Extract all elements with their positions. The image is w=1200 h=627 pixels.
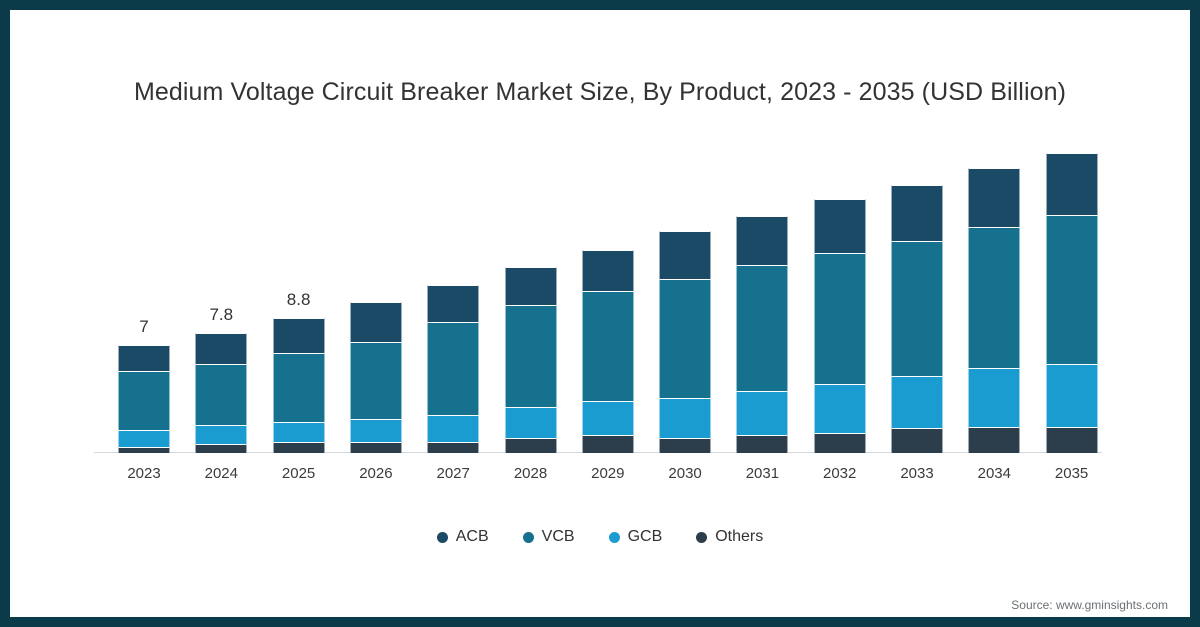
bar-segment-others[interactable] bbox=[1045, 426, 1098, 453]
x-axis-label-2033: 2033 bbox=[900, 465, 934, 482]
bar-segment-others[interactable] bbox=[349, 442, 402, 453]
bar-segment-gcb[interactable] bbox=[659, 397, 712, 438]
stacked-bar[interactable] bbox=[813, 199, 866, 453]
legend-swatch-icon bbox=[522, 531, 534, 543]
bar-segment-gcb[interactable] bbox=[736, 391, 789, 435]
x-axis-label-2029: 2029 bbox=[591, 465, 625, 482]
bar-segment-acb[interactable] bbox=[1045, 153, 1098, 215]
legend-swatch-icon bbox=[696, 531, 708, 543]
bar-segment-vcb[interactable] bbox=[427, 322, 480, 415]
stacked-bar[interactable] bbox=[195, 333, 248, 453]
stacked-bar[interactable] bbox=[1045, 153, 1098, 453]
legend-label: Others bbox=[715, 528, 764, 545]
stacked-bar[interactable] bbox=[427, 285, 480, 453]
bar-segment-others[interactable] bbox=[736, 434, 789, 453]
bar-segment-gcb[interactable] bbox=[813, 383, 866, 433]
bar-segment-others[interactable] bbox=[195, 443, 248, 453]
bar-segment-others[interactable] bbox=[659, 437, 712, 453]
bar-segment-acb[interactable] bbox=[659, 231, 712, 280]
bar-segment-others[interactable] bbox=[891, 428, 943, 453]
bar-segment-gcb[interactable] bbox=[1045, 363, 1098, 427]
bar-segment-gcb[interactable] bbox=[118, 429, 170, 447]
stacked-bar[interactable] bbox=[272, 317, 325, 453]
bar-segment-others[interactable] bbox=[504, 437, 557, 453]
bar-segment-acb[interactable] bbox=[891, 185, 943, 241]
bar-segment-vcb[interactable] bbox=[504, 305, 557, 407]
bar-segment-vcb[interactable] bbox=[349, 342, 402, 420]
x-axis-label-2028: 2028 bbox=[513, 465, 548, 482]
x-axis-label-2023: 2023 bbox=[127, 465, 161, 482]
bar-segment-gcb[interactable] bbox=[195, 425, 248, 444]
bar-segment-acb[interactable] bbox=[736, 216, 789, 266]
bar-segment-gcb[interactable] bbox=[891, 376, 943, 429]
bar-segment-acb[interactable] bbox=[272, 317, 325, 354]
bar-segment-vcb[interactable] bbox=[195, 363, 248, 426]
bar-segment-others[interactable] bbox=[272, 442, 325, 453]
stacked-bar[interactable] bbox=[581, 249, 634, 453]
legend-item-gcb[interactable]: GCB bbox=[608, 528, 663, 546]
stacked-bar[interactable] bbox=[968, 168, 1021, 453]
bar-segment-acb[interactable] bbox=[968, 168, 1021, 227]
stacked-bar[interactable] bbox=[891, 185, 943, 453]
plot-area: 7 7.8 8.8 bbox=[94, 130, 1110, 453]
x-axis-label-2035: 2035 bbox=[1054, 465, 1089, 482]
bar-segment-acb[interactable] bbox=[118, 345, 170, 372]
legend-label: VCB bbox=[541, 528, 575, 545]
stacked-bar[interactable] bbox=[118, 345, 170, 453]
legend-item-vcb[interactable]: VCB bbox=[522, 528, 575, 546]
legend-item-others[interactable]: Others bbox=[696, 528, 763, 546]
bar-segment-gcb[interactable] bbox=[272, 422, 325, 443]
chart-legend: ACB VCB GCB Others bbox=[10, 528, 1190, 546]
bar-value-label: 7.8 bbox=[209, 305, 234, 324]
chart-canvas: Medium Voltage Circuit Breaker Market Si… bbox=[10, 10, 1190, 617]
bar-segment-vcb[interactable] bbox=[968, 226, 1021, 369]
bar-segment-gcb[interactable] bbox=[581, 400, 634, 435]
bar-segment-vcb[interactable] bbox=[813, 253, 866, 384]
legend-item-acb[interactable]: ACB bbox=[436, 528, 489, 546]
legend-swatch-icon bbox=[608, 531, 620, 543]
bar-segment-gcb[interactable] bbox=[349, 419, 402, 443]
bar-segment-acb[interactable] bbox=[581, 249, 634, 292]
legend-label: GCB bbox=[627, 528, 663, 545]
legend-swatch-icon bbox=[436, 531, 448, 543]
bar-segment-vcb[interactable] bbox=[272, 353, 325, 423]
bar-value-label: 7 bbox=[139, 317, 149, 337]
bar-segment-vcb[interactable] bbox=[736, 265, 789, 392]
x-axis-label-2025: 2025 bbox=[281, 465, 316, 482]
bar-segment-others[interactable] bbox=[813, 433, 866, 453]
bar-segment-vcb[interactable] bbox=[118, 371, 170, 430]
x-axis-label-2026: 2026 bbox=[359, 465, 393, 482]
page-title: Medium Voltage Circuit Breaker Market Si… bbox=[133, 78, 1067, 106]
x-axis-label-2034: 2034 bbox=[977, 465, 1011, 482]
x-axis-label-2024: 2024 bbox=[204, 465, 238, 482]
x-axis-label-2031: 2031 bbox=[745, 465, 780, 482]
bar-segment-vcb[interactable] bbox=[891, 240, 943, 377]
bar-segment-others[interactable] bbox=[968, 426, 1021, 453]
bar-segment-others[interactable] bbox=[118, 446, 170, 453]
stacked-bar[interactable] bbox=[736, 216, 789, 453]
stacked-bar[interactable] bbox=[349, 302, 402, 453]
stacked-bar[interactable] bbox=[504, 266, 557, 453]
bar-segment-acb[interactable] bbox=[813, 199, 866, 254]
source-attribution: Source: www.gminsights.com bbox=[1011, 598, 1168, 612]
x-axis-label-2030: 2030 bbox=[668, 465, 702, 482]
bar-segment-acb[interactable] bbox=[427, 285, 480, 323]
bar-segment-gcb[interactable] bbox=[427, 414, 480, 443]
bar-segment-others[interactable] bbox=[427, 442, 480, 453]
bar-segment-acb[interactable] bbox=[349, 302, 402, 343]
legend-label: ACB bbox=[455, 528, 489, 545]
bar-value-label: 8.8 bbox=[286, 289, 311, 309]
bar-segment-vcb[interactable] bbox=[1045, 214, 1098, 364]
x-axis-label-2027: 2027 bbox=[436, 465, 470, 482]
bar-segment-gcb[interactable] bbox=[968, 368, 1021, 427]
bar-segment-vcb[interactable] bbox=[659, 279, 712, 398]
bar-segment-acb[interactable] bbox=[504, 266, 557, 306]
x-axis-label-2032: 2032 bbox=[823, 465, 857, 482]
stacked-bar[interactable] bbox=[659, 231, 712, 453]
bar-segment-gcb[interactable] bbox=[504, 406, 557, 438]
bar-segment-others[interactable] bbox=[581, 434, 634, 453]
bar-segment-vcb[interactable] bbox=[581, 291, 634, 401]
bar-segment-acb[interactable] bbox=[195, 333, 248, 364]
